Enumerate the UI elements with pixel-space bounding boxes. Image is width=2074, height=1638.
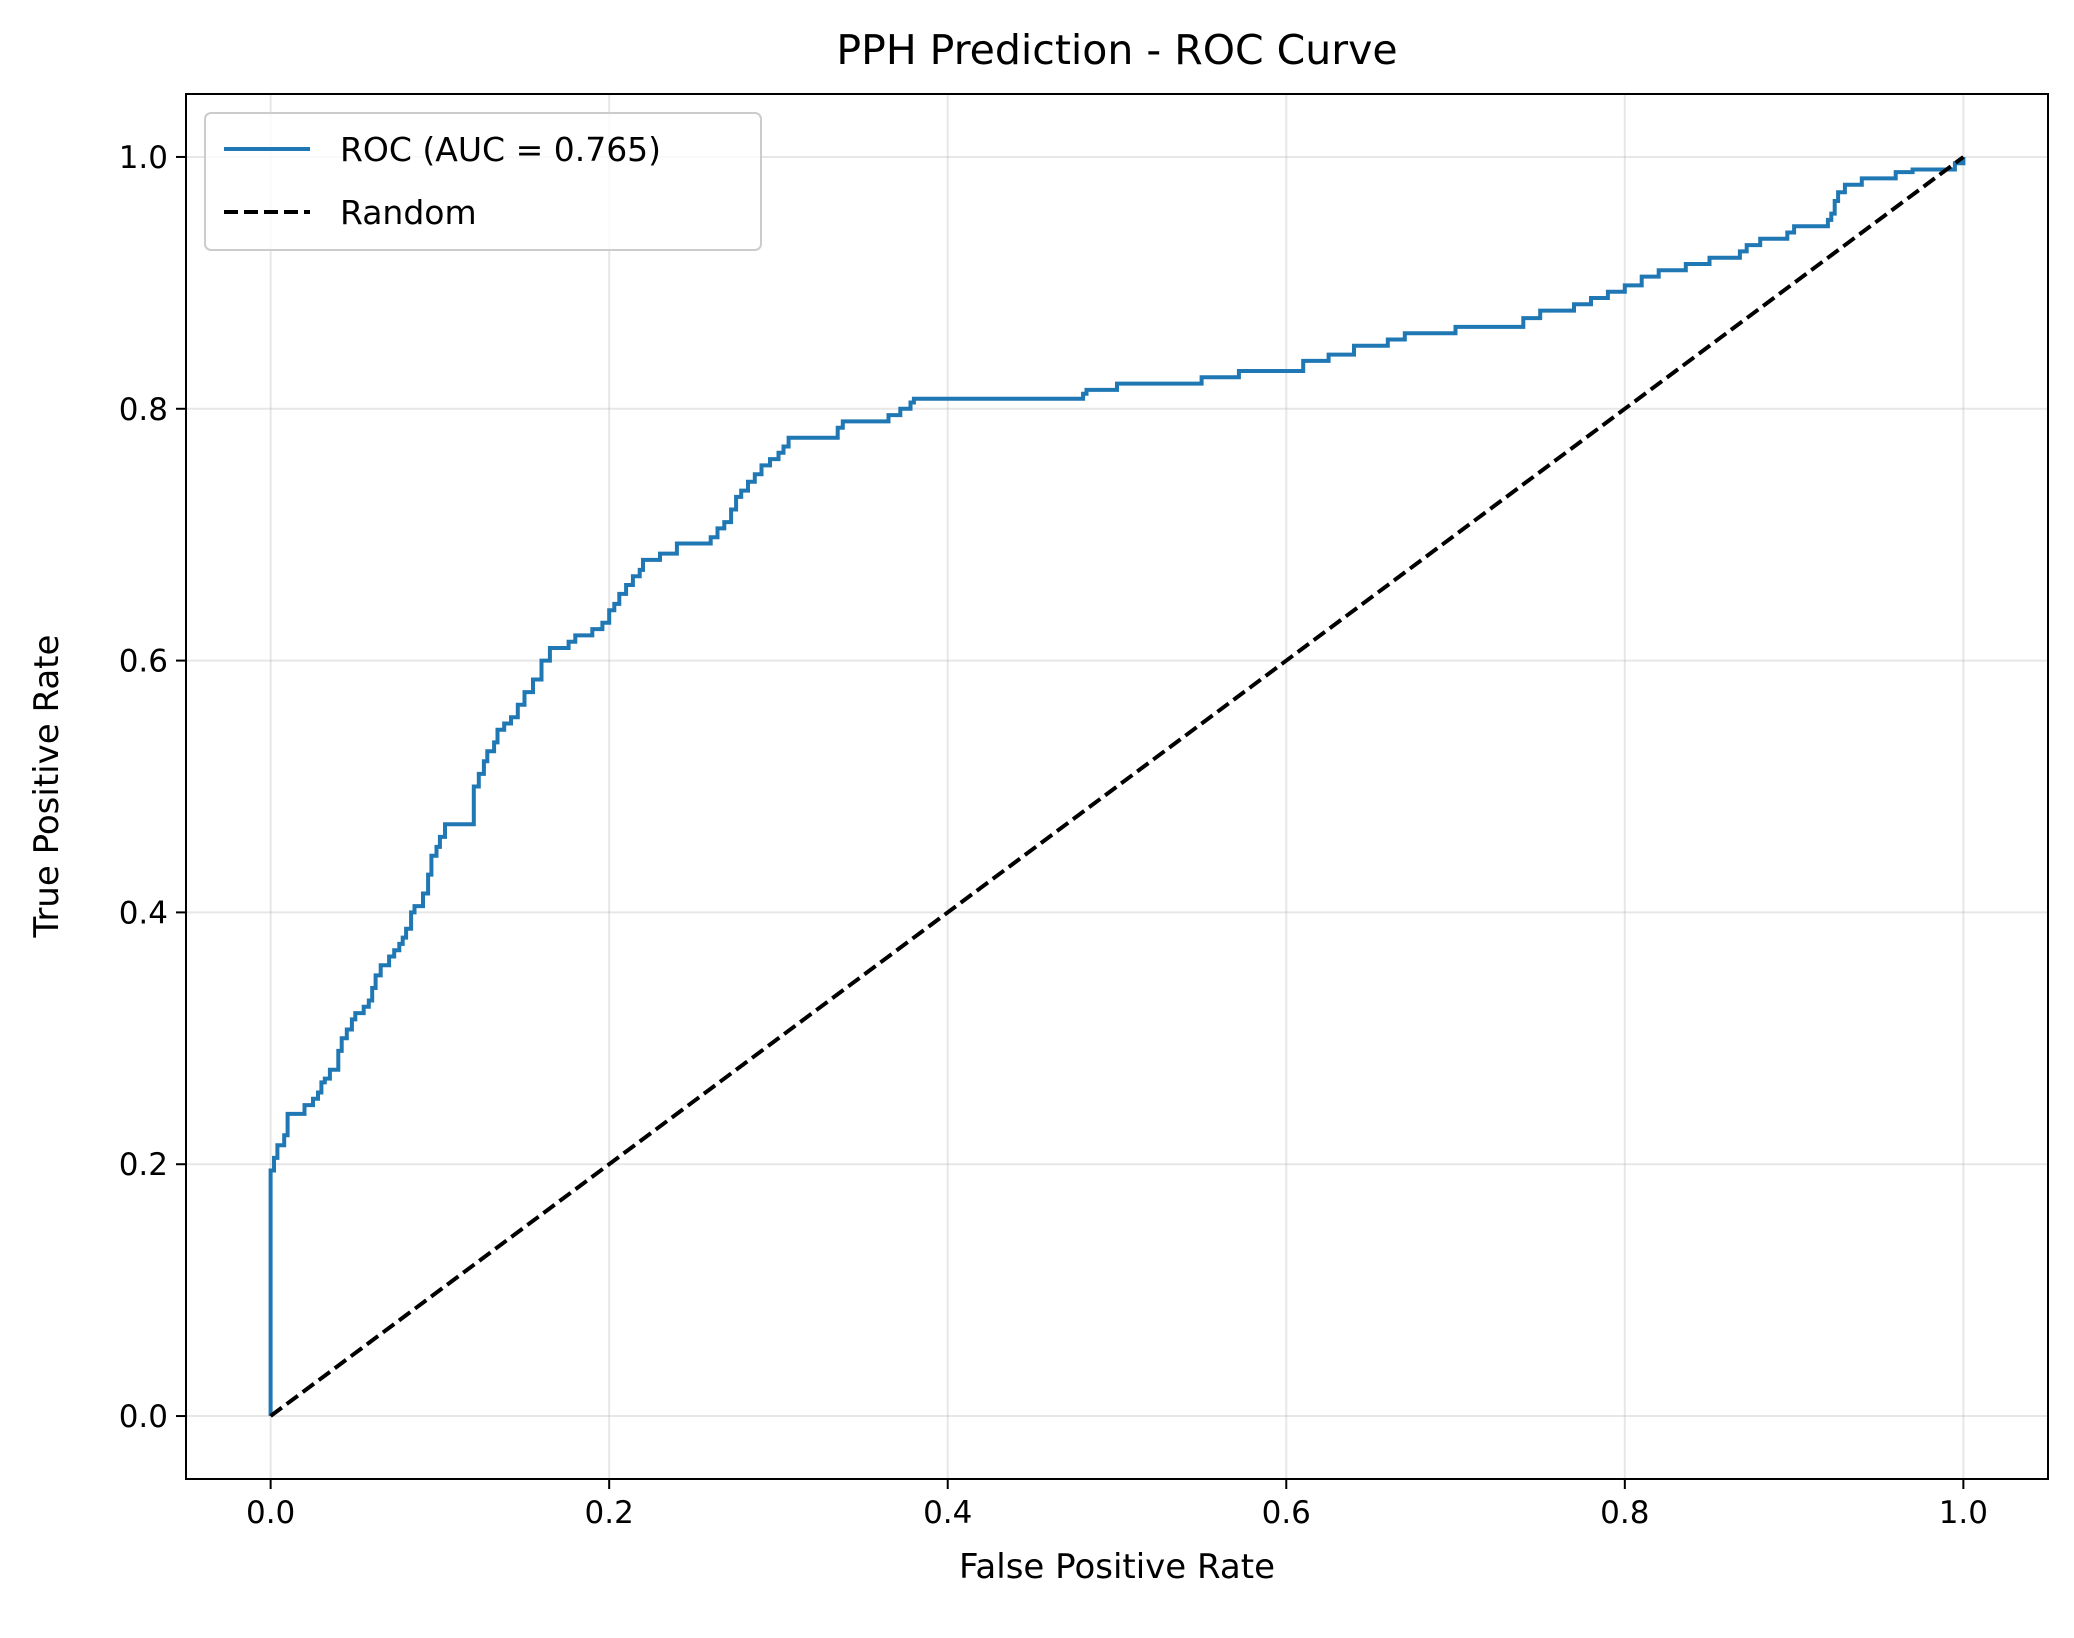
legend-label-random: Random bbox=[340, 193, 477, 232]
random-baseline-line bbox=[269, 155, 1965, 1418]
y-tick-label: 0.4 bbox=[119, 895, 168, 931]
y-tick-label: 0.0 bbox=[119, 1399, 168, 1435]
chart-title: PPH Prediction - ROC Curve bbox=[836, 26, 1397, 74]
legend-box bbox=[204, 112, 762, 251]
legend: ROC (AUC = 0.765) Random bbox=[204, 112, 762, 251]
roc-curve-line bbox=[268, 157, 1966, 1416]
axis-ticks: 0.0 0.2 0.4 0.6 0.8 1.0 0.0 0.2 0.4 0.6 0.8 1.0 bbox=[119, 140, 1988, 1531]
x-tick-label: 0.6 bbox=[1262, 1495, 1311, 1531]
plot-series bbox=[268, 155, 1966, 1418]
y-tick-label: 0.2 bbox=[119, 1147, 168, 1183]
grid-lines bbox=[186, 94, 2048, 1479]
y-tick-label: 0.8 bbox=[119, 392, 168, 428]
x-tick-label: 0.8 bbox=[1600, 1495, 1649, 1531]
y-tick-label: 1.0 bbox=[119, 140, 168, 176]
plot-frame bbox=[185, 93, 2049, 1480]
legend-label-roc: ROC (AUC = 0.765) bbox=[340, 130, 661, 169]
x-tick-label: 0.2 bbox=[585, 1495, 634, 1531]
y-tick-label: 0.6 bbox=[119, 644, 168, 680]
x-tick-label: 0.0 bbox=[246, 1495, 295, 1531]
x-tick-label: 1.0 bbox=[1939, 1495, 1988, 1531]
y-axis-label: True Positive Rate bbox=[27, 635, 67, 939]
x-tick-label: 0.4 bbox=[923, 1495, 972, 1531]
x-axis-label: False Positive Rate bbox=[959, 1547, 1275, 1587]
